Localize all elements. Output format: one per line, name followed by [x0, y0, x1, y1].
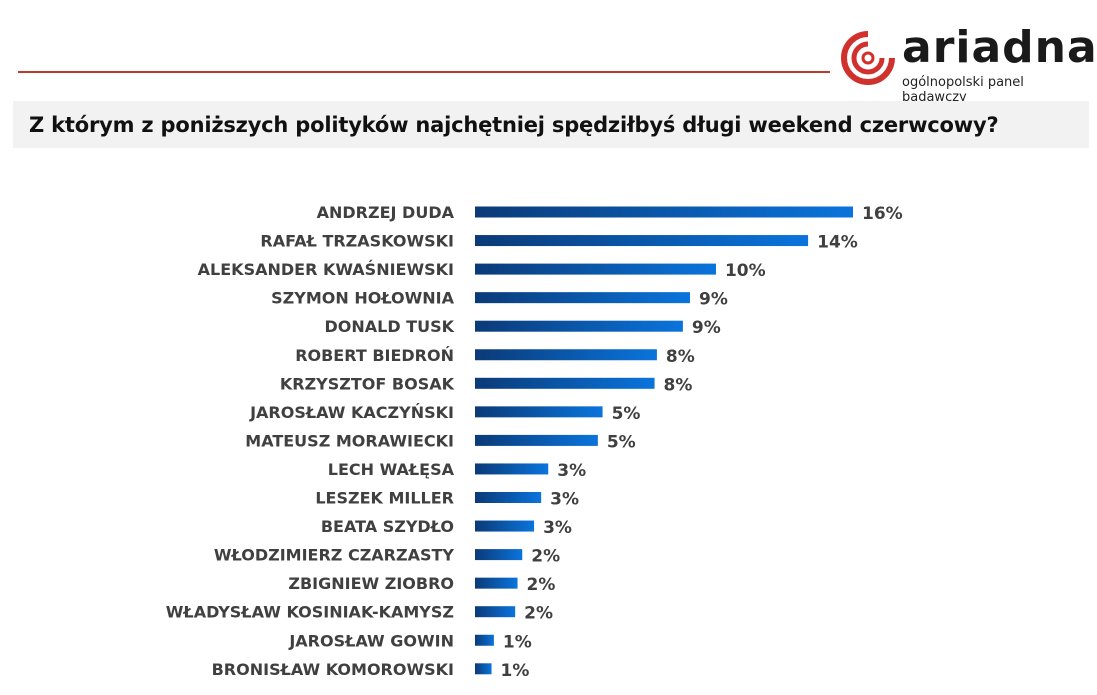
header-rule: [18, 71, 830, 73]
value-label: 8%: [666, 347, 695, 367]
bar: [475, 434, 598, 446]
category-label: RAFAŁ TRZASKOWSKI: [260, 232, 454, 251]
category-label: ALEKSANDER KWAŚNIEWSKI: [198, 260, 454, 279]
category-label: ANDRZEJ DUDA: [317, 203, 455, 222]
bar: [475, 349, 657, 361]
value-label: 3%: [557, 461, 586, 481]
category-label: JAROSŁAW GOWIN: [288, 631, 454, 650]
value-label: 9%: [692, 318, 721, 338]
value-label: 8%: [664, 375, 693, 395]
ariadna-logo: ariadna ogólnopolski panel badawczy: [840, 22, 1097, 105]
category-label: LECH WAŁĘSA: [328, 460, 455, 479]
bar: [475, 263, 716, 275]
value-label: 1%: [501, 661, 530, 681]
category-label: BRONISŁAW KOMOROWSKI: [212, 660, 454, 679]
category-label: ROBERT BIEDROŃ: [295, 346, 454, 365]
chart-title: Z którym z poniższych polityków najchętn…: [29, 113, 999, 137]
category-label: LESZEK MILLER: [315, 489, 454, 508]
logo-word: ariadna: [902, 22, 1097, 73]
value-label: 2%: [527, 575, 556, 595]
category-label: JAROSŁAW KACZYŃSKI: [249, 403, 454, 422]
bar: [475, 292, 690, 304]
category-label: MATEUSZ MORAWIECKI: [245, 431, 454, 450]
logo-swirl-icon: [841, 31, 895, 85]
value-label: 2%: [524, 604, 553, 624]
value-label: 3%: [543, 518, 572, 538]
value-label: 16%: [862, 204, 903, 224]
bar: [475, 520, 535, 532]
category-label: WŁADYSŁAW KOSINIAK-KAMYSZ: [166, 603, 454, 622]
value-label: 1%: [503, 632, 532, 652]
category-label: KRZYSZTOF BOSAK: [280, 374, 455, 393]
category-label: BEATA SZYDŁO: [321, 517, 454, 536]
bar: [475, 606, 516, 618]
category-label: SZYMON HOŁOWNIA: [271, 289, 454, 308]
bar: [475, 549, 523, 561]
bar: [475, 206, 853, 218]
question-banner: Z którym z poniższych polityków najchętn…: [13, 101, 1089, 148]
category-label: DONALD TUSK: [324, 317, 454, 336]
category-label: WŁODZIMIERZ CZARZASTY: [214, 546, 455, 565]
value-label: 3%: [550, 490, 579, 510]
bar: [475, 663, 492, 675]
bar: [475, 634, 494, 646]
bar: [475, 492, 542, 503]
category-label: ZBIGNIEW ZIOBRO: [288, 574, 454, 593]
value-label: 9%: [699, 290, 728, 310]
bar: [475, 320, 683, 332]
bar: [475, 235, 809, 247]
bar: [475, 406, 603, 418]
value-label: 10%: [725, 261, 766, 281]
value-label: 14%: [817, 233, 858, 253]
value-label: 5%: [612, 404, 641, 424]
bar: [475, 463, 549, 475]
value-label: 5%: [607, 432, 636, 452]
bar: [475, 377, 655, 389]
bar: [475, 577, 518, 589]
value-label: 2%: [531, 547, 560, 567]
